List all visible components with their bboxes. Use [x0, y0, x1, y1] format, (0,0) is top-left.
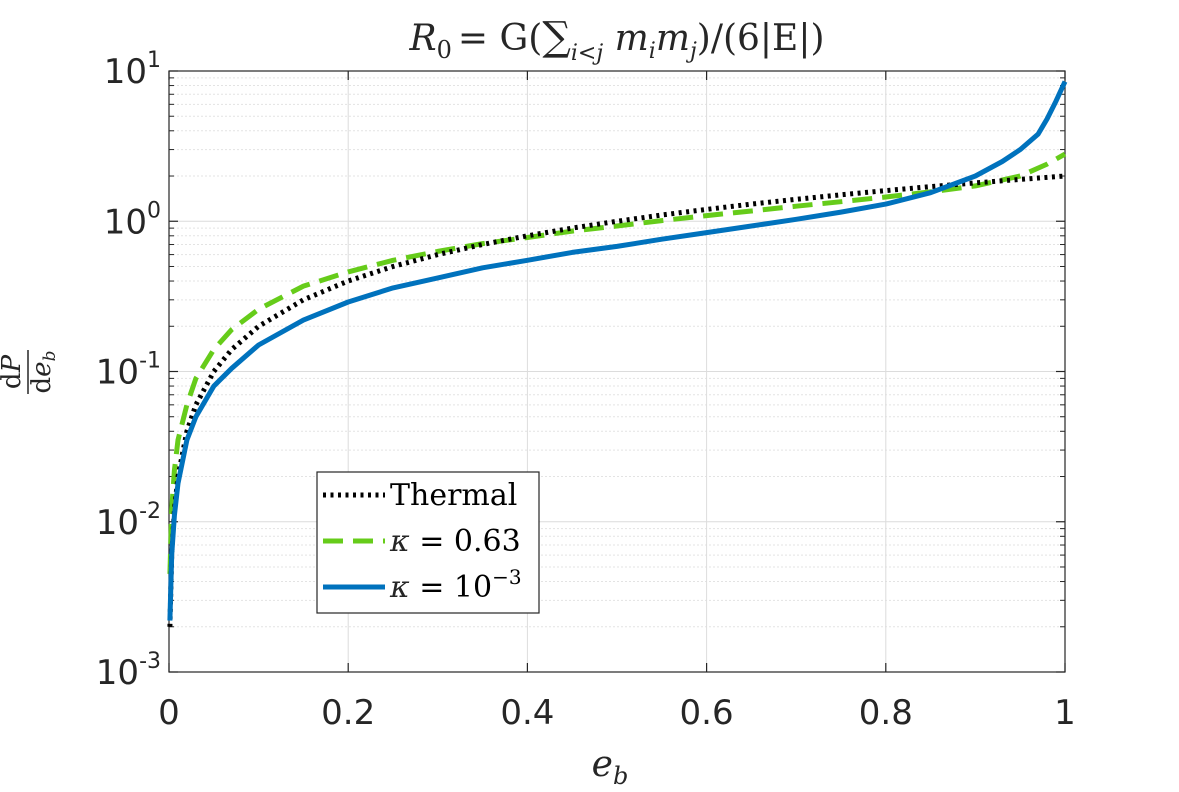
series-layer	[167, 80, 1068, 627]
legend-label-kappa-1e-3: κ = 10−3	[389, 565, 522, 605]
y-tick-label: 10-2	[96, 499, 161, 543]
y-tick-label: 100	[104, 198, 161, 242]
series-line-dashed	[167, 151, 1067, 574]
y-axis-label: dP deb	[0, 350, 60, 394]
legend: Thermal κ = 0.63 κ = 10−3	[316, 471, 540, 614]
x-axis-label: eb	[592, 744, 629, 790]
y-label-numerator: dP	[0, 354, 27, 389]
y-tick-label: 101	[104, 48, 161, 92]
x-tick-label: 0.8	[859, 693, 913, 733]
legend-label-kappa-063: κ = 0.63	[389, 524, 521, 559]
y-tick-labels: 10-3 10-2 10-1 100 101	[96, 48, 161, 693]
x-tick-label: 0.4	[500, 693, 554, 733]
x-tick-label: 0.2	[321, 693, 375, 733]
x-tick-label: 0	[158, 693, 180, 733]
x-tick-label: 1	[1054, 693, 1076, 733]
legend-label-thermal: Thermal	[390, 478, 517, 513]
chart-title: R0 = G(∑i<j mimj)/(6|E|)	[409, 14, 825, 66]
x-tick-labels: 0 0.2 0.4 0.6 0.8 1	[158, 693, 1076, 733]
x-tick-label: 0.6	[680, 693, 734, 733]
y-tick-label: 10-1	[96, 349, 161, 393]
series-line-solid	[167, 80, 1068, 621]
y-tick-label: 10-3	[96, 649, 161, 693]
tick-marks	[168, 70, 1066, 673]
y-label-denominator: deb	[27, 351, 60, 394]
